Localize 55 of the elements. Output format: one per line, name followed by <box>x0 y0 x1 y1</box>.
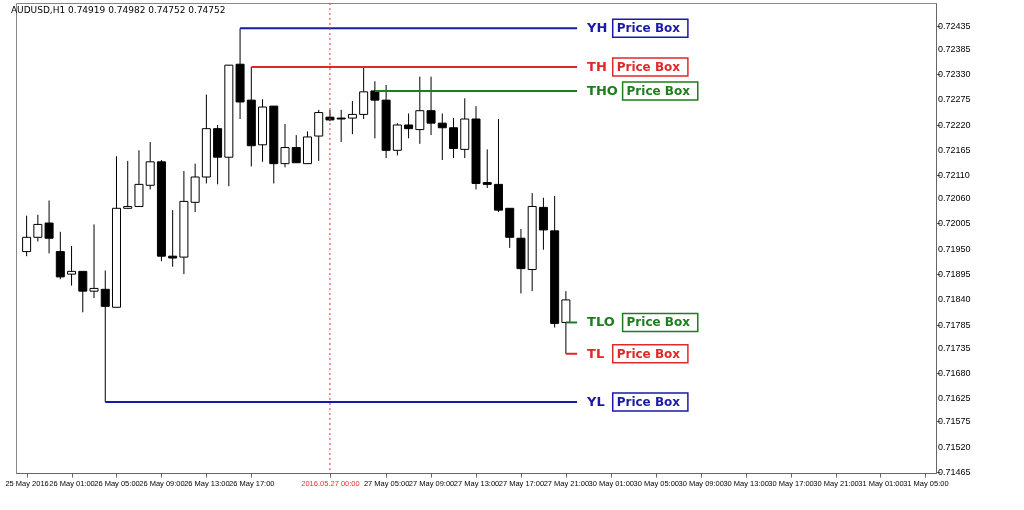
candlestick <box>347 100 357 135</box>
candlestick <box>22 215 32 257</box>
candlestick <box>314 109 324 162</box>
y-tick-label: 0.71625 <box>938 393 971 404</box>
y-tick-label: 0.72330 <box>938 68 971 79</box>
y-tick-label: 0.72165 <box>938 144 971 155</box>
candlestick <box>280 123 290 168</box>
y-tick-label: 0.71520 <box>938 441 971 452</box>
candlestick <box>100 269 110 403</box>
chart-title: AUDUSD,H1 0.74919 0.74982 0.74752 0.74752 <box>10 4 226 15</box>
y-tick-label: 0.72060 <box>938 193 971 204</box>
candlestick <box>404 112 414 139</box>
y-tick-label: 0.71785 <box>938 319 971 330</box>
ref-line-label: YL <box>586 394 605 410</box>
annotation: Price Box <box>626 315 691 330</box>
y-tick-label: 0.71840 <box>938 294 971 305</box>
y-tick-label: 0.72220 <box>938 119 971 130</box>
ref-line-label: TL <box>587 345 605 361</box>
y-tick-label: 0.71950 <box>938 243 971 254</box>
candlestick <box>359 66 369 120</box>
y-tick-label: 0.72435 <box>938 20 971 31</box>
ref-line-label: TH <box>587 58 607 74</box>
annotation: Price Box <box>616 59 681 74</box>
y-tick-label: 0.71895 <box>938 269 971 280</box>
candlestick <box>291 134 301 164</box>
y-tick-label: 0.72005 <box>938 218 971 229</box>
annotation: Price Box <box>616 395 681 410</box>
candlestick <box>336 109 346 143</box>
candlestick <box>89 223 99 299</box>
candlestick <box>123 160 133 209</box>
candlestick <box>67 245 77 287</box>
annotation: Price Box <box>616 21 681 36</box>
y-tick-label: 0.71680 <box>938 368 971 379</box>
candlestick <box>437 112 447 161</box>
y-tick-label: 0.71575 <box>938 416 971 427</box>
candlestick <box>415 76 425 145</box>
ref-line-label: YH <box>586 20 608 36</box>
annotation: Price Box <box>626 83 691 98</box>
candlestick <box>449 117 459 159</box>
y-tick-label: 0.72385 <box>938 43 971 54</box>
candlestick <box>426 76 436 136</box>
ref-line-label: TLO <box>587 314 615 330</box>
y-tick-label: 0.72275 <box>938 94 971 105</box>
candlestick <box>145 141 155 190</box>
y-tick-label: 0.72110 <box>938 170 970 181</box>
candlestick <box>561 290 571 355</box>
candlestick <box>482 148 492 189</box>
candlestick <box>78 270 88 313</box>
annotation: Price Box <box>616 346 681 361</box>
y-tick-label: 0.71735 <box>938 342 971 353</box>
ref-line-label: THO <box>587 82 618 98</box>
candlestick <box>134 149 144 207</box>
y-tick-label: 0.71465 <box>938 467 971 478</box>
candlestick <box>168 209 178 268</box>
candlestick <box>538 197 548 251</box>
